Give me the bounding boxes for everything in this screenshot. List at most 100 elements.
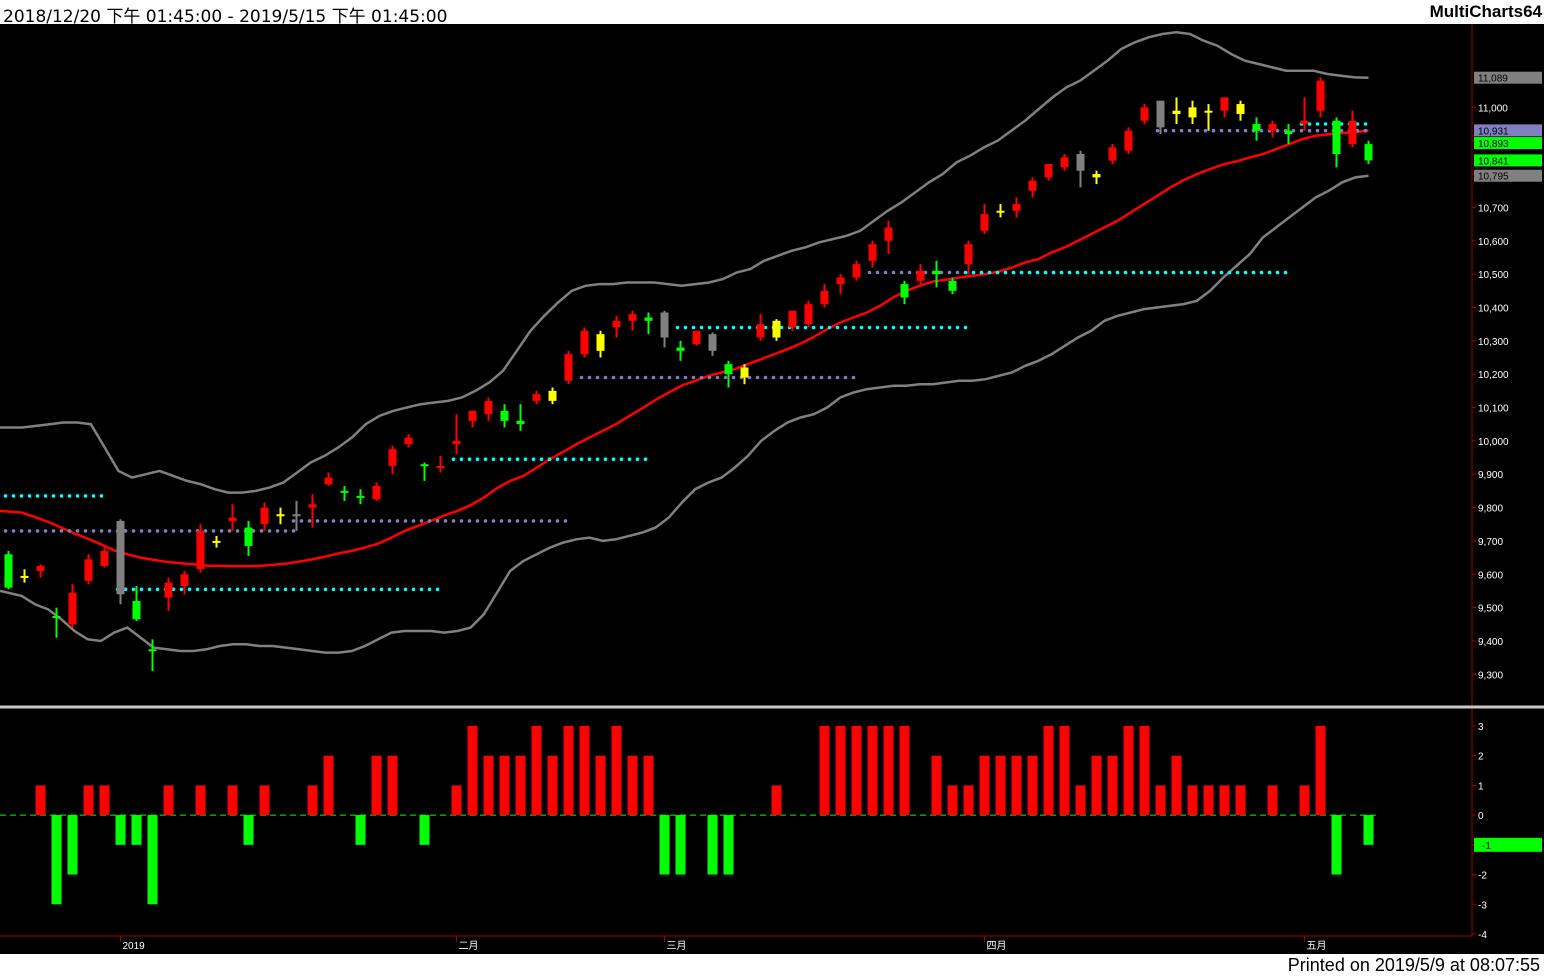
support-level-dot — [355, 519, 360, 523]
support-level-dot — [627, 457, 632, 462]
lower-bollinger-band — [0, 174, 1369, 654]
support-level-dot — [275, 529, 280, 533]
support-level-dot — [571, 457, 576, 462]
candle-body — [1044, 164, 1053, 178]
support-level-dot — [619, 457, 624, 462]
support-level-dot — [939, 325, 944, 330]
support-level-dot — [387, 519, 392, 523]
candle-body — [420, 464, 429, 467]
support-level-dot — [179, 587, 184, 592]
candle-body — [1108, 147, 1117, 161]
support-level-dot — [603, 375, 608, 380]
oscillator-bar — [675, 815, 686, 875]
candle-body — [244, 527, 253, 546]
candle-body — [740, 367, 749, 378]
support-level-dot — [1299, 128, 1304, 133]
support-level-dot — [499, 457, 504, 462]
support-level-dot — [3, 494, 8, 498]
support-level-dot — [1187, 128, 1192, 133]
support-level-dot — [219, 587, 224, 592]
support-level-dot — [1187, 270, 1192, 275]
candle-body — [468, 410, 477, 421]
support-level-dot — [307, 519, 312, 523]
support-level-dot — [875, 325, 880, 330]
support-level-dot — [979, 270, 984, 275]
time-tick-label: 2019 — [123, 941, 146, 952]
support-level-dot — [315, 587, 320, 592]
printed-timestamp: Printed on 2019/5/9 at 08:07:55 — [1287, 955, 1540, 975]
support-level-dot — [883, 270, 888, 275]
candle-body — [1156, 100, 1165, 128]
support-level-dot — [203, 587, 208, 592]
support-level-dot — [763, 325, 768, 330]
candle-body — [148, 649, 157, 652]
support-level-dot — [459, 519, 464, 523]
oscillator-bar — [835, 725, 846, 816]
support-level-dot — [555, 457, 560, 462]
support-level-dot — [955, 325, 960, 330]
support-level-dot — [1091, 270, 1096, 275]
support-level-dot — [387, 587, 392, 592]
oscillator-bar — [867, 725, 878, 816]
candle-body — [36, 565, 45, 571]
support-level-dot — [819, 375, 824, 380]
oscillator-bar — [515, 755, 526, 816]
support-level-dot — [763, 375, 768, 380]
support-level-dot — [203, 529, 208, 533]
support-level-dot — [251, 587, 256, 592]
oscillator-bar — [1123, 725, 1134, 816]
candle-body — [788, 310, 797, 328]
support-level-dot — [1059, 270, 1064, 275]
support-level-dot — [523, 519, 528, 523]
support-level-dot — [43, 494, 48, 498]
support-level-dot — [275, 587, 280, 592]
support-level-dot — [723, 325, 728, 330]
support-level-dot — [491, 457, 496, 462]
candle-body — [1204, 110, 1213, 113]
support-level-dot — [827, 375, 832, 380]
support-level-dot — [139, 529, 144, 533]
candle-body — [116, 520, 125, 595]
support-level-dot — [1155, 128, 1160, 133]
support-level-dot — [515, 519, 520, 523]
candle-body — [1348, 120, 1357, 145]
support-level-dot — [1035, 270, 1040, 275]
candle-body — [388, 449, 397, 466]
candle-body — [340, 490, 349, 493]
support-level-dot — [563, 519, 568, 523]
oscillator-bar — [483, 755, 494, 816]
oscillator-bar — [163, 785, 174, 816]
chart-canvas[interactable]: 9,300 9,400 9,500 9,600 9,700 9,800 9,900 10,00… — [0, 24, 1544, 954]
support-level-dot — [443, 519, 448, 523]
support-level-dot — [715, 325, 720, 330]
support-level-dot — [83, 529, 88, 533]
support-level-dot — [11, 494, 16, 498]
support-level-dot — [1283, 270, 1288, 275]
price-tag-label: 10,931 — [1478, 126, 1509, 137]
support-level-dot — [1195, 270, 1200, 275]
support-level-dot — [291, 529, 296, 533]
support-level-dot — [11, 529, 16, 533]
support-level-dot — [971, 270, 976, 275]
support-level-dot — [555, 519, 560, 523]
oscillator-tick-label: -3 — [1478, 900, 1487, 911]
support-level-dot — [843, 375, 848, 380]
support-level-dot — [483, 519, 488, 523]
oscillator-bar — [1059, 725, 1070, 816]
price-pane[interactable] — [0, 31, 1373, 671]
support-level-dot — [307, 587, 312, 592]
support-level-dot — [419, 519, 424, 523]
support-level-dot — [315, 519, 320, 523]
oscillator-pane[interactable] — [0, 725, 1377, 905]
candle-body — [180, 574, 189, 586]
candle-body — [724, 364, 733, 375]
candle-body — [1172, 110, 1181, 115]
support-level-dot — [811, 325, 816, 330]
price-tick-label: 10,000 — [1478, 437, 1509, 448]
support-level-dot — [27, 529, 32, 533]
support-level-dot — [395, 519, 400, 523]
support-level-dot — [1227, 270, 1232, 275]
support-level-dot — [1139, 270, 1144, 275]
oscillator-bar — [643, 755, 654, 816]
support-level-dot — [587, 457, 592, 462]
